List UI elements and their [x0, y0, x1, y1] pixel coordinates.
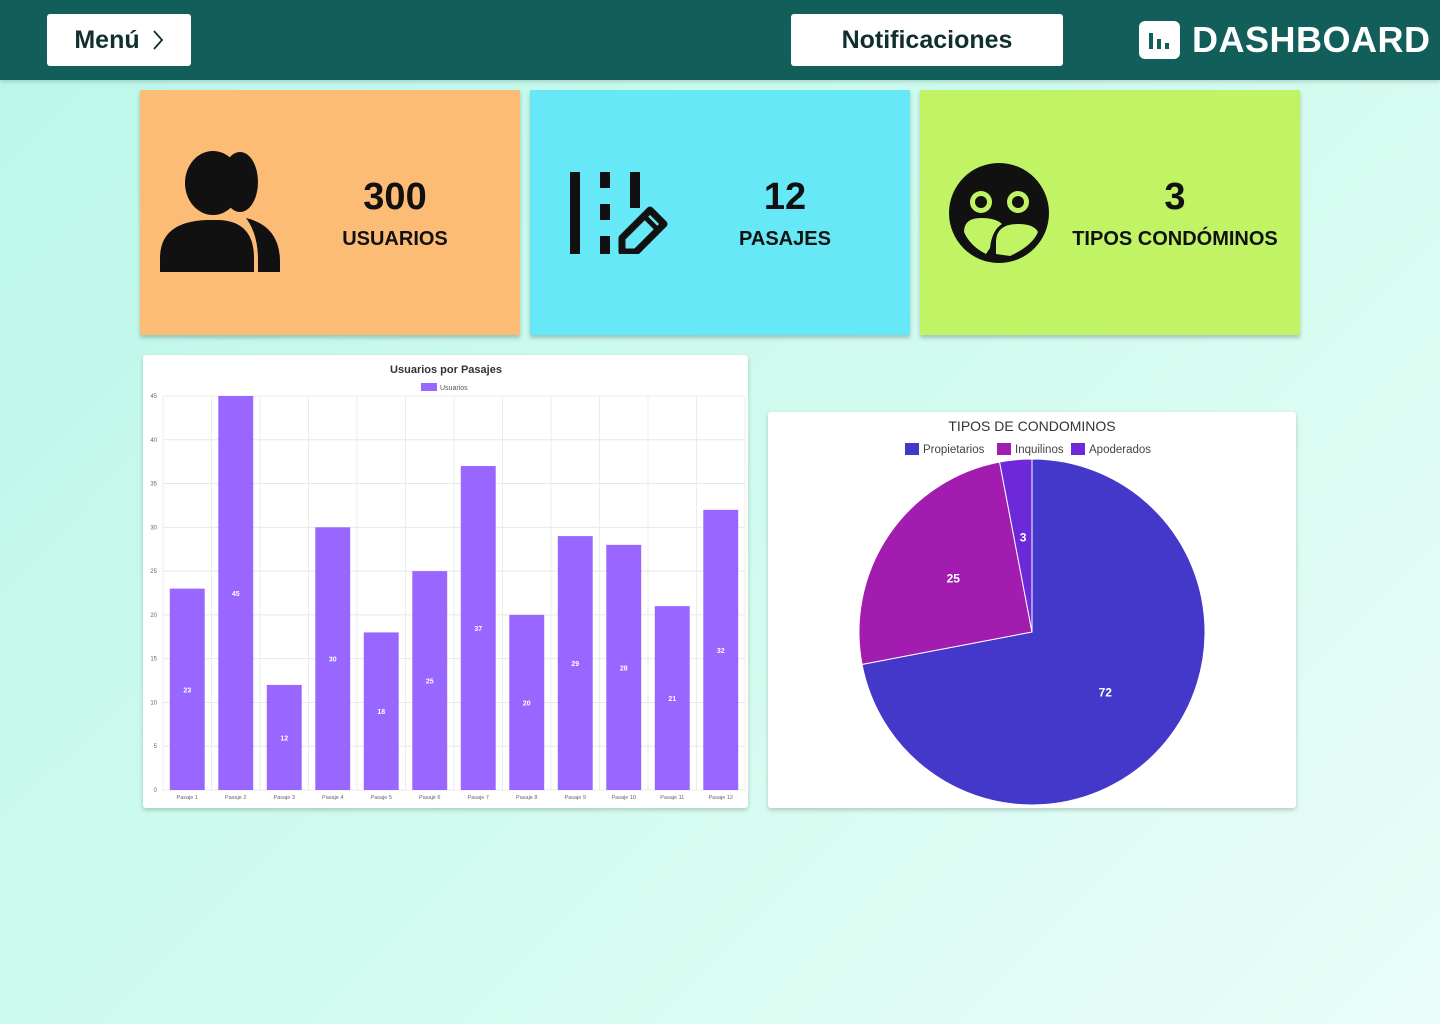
bar-x-tick-label: Pasaje 5 [371, 795, 392, 801]
pasajes-stat-card[interactable]: 12 PASAJES [530, 90, 910, 335]
brand-title: DASHBOARD [1192, 19, 1431, 60]
lane-edit-icon [568, 172, 668, 259]
pie-data-label: 72 [1099, 686, 1113, 700]
bar-x-tick-label: Pasaje 4 [322, 795, 343, 801]
bar-y-tick-label: 35 [150, 482, 157, 488]
bar-data-label: 20 [523, 700, 531, 707]
bar-x-tick-label: Pasaje 11 [660, 795, 684, 801]
tipos-count: 3 [1164, 176, 1186, 218]
bar-data-label: 12 [280, 735, 288, 742]
bar-x-tick-label: Pasaje 6 [419, 795, 440, 801]
brand: DASHBOARD [1139, 19, 1431, 60]
bar-y-tick-label: 45 [150, 394, 157, 400]
pie-chart-title: TIPOS DE CONDOMINOS [948, 418, 1115, 434]
users-group-icon [160, 150, 282, 279]
bar-x-tick-label: Pasaje 8 [516, 795, 537, 801]
bar-data-label: 18 [377, 709, 385, 716]
bar[interactable] [557, 536, 593, 790]
bar-x-tick-label: Pasaje 12 [709, 795, 733, 801]
pie-chart: TIPOS DE CONDOMINOS Propietarios Inquilin… [858, 418, 1206, 806]
users-stat-card[interactable]: 300 USUARIOS [140, 90, 520, 335]
bar-data-label: 29 [571, 661, 579, 668]
bar-x-tick-label: Pasaje 10 [612, 795, 636, 801]
bar-data-label: 45 [232, 591, 240, 598]
bar-y-tick-label: 15 [150, 657, 157, 663]
notifications-button[interactable]: Notificaciones [791, 14, 1063, 66]
bar[interactable] [218, 396, 254, 790]
bar-y-tick-label: 5 [154, 744, 158, 750]
pasajes-count: 12 [763, 176, 807, 218]
bar[interactable] [169, 588, 205, 790]
pie-chart-slices: 72 25 3 [858, 458, 1206, 806]
bar-y-tick-label: 20 [150, 613, 157, 619]
bar-y-tick-label: 25 [150, 569, 157, 575]
bar[interactable] [412, 571, 448, 790]
bar-data-label: 28 [620, 665, 628, 672]
bar-x-tick-label: Pasaje 7 [468, 795, 489, 801]
bar[interactable] [266, 684, 302, 790]
bar-x-tick-label: Pasaje 2 [225, 795, 246, 801]
bar-x-tick-label: Pasaje 1 [177, 795, 198, 801]
menu-button-label: Menú [74, 25, 140, 54]
bar-y-tick-label: 0 [154, 788, 158, 794]
bar-data-label: 21 [668, 696, 676, 703]
tipos-label: TIPOS CONDÓMINOS [1072, 228, 1278, 250]
bar-data-label: 32 [717, 648, 725, 655]
notifications-button-label: Notificaciones [841, 25, 1013, 54]
bar-y-tick-label: 40 [150, 438, 157, 444]
pie-chart-legend: Propietarios Inquilinos Apoderados [905, 443, 1151, 456]
people-circle-icon [948, 162, 1050, 269]
bar-x-tick-label: Pasaje 9 [565, 795, 586, 801]
pie-slice[interactable] [998, 458, 1033, 633]
menu-button[interactable]: Menú [47, 14, 191, 66]
top-bar: Menú Notificaciones DASHBOARD [0, 0, 1440, 80]
pie-legend-swatch [905, 443, 919, 455]
pie-legend-label: Propietarios [923, 444, 985, 456]
pie-legend-label: Apoderados [1089, 444, 1151, 456]
chevron-right-icon [152, 29, 164, 51]
bar-chart: Usuarios por Pasajes Usuarios 0 5 10 15 20 25… [150, 364, 746, 801]
bar-legend-label: Usuarios [440, 385, 468, 392]
bar-y-tick-label: 10 [150, 700, 157, 706]
bar-data-label: 25 [426, 679, 434, 686]
bar-chart-title: Usuarios por Pasajes [390, 364, 502, 376]
pie-legend-label: Inquilinos [1015, 444, 1064, 456]
pie-chart-panel: TIPOS DE CONDOMINOS Propietarios Inquilin… [768, 412, 1296, 808]
bar[interactable] [363, 632, 399, 790]
users-label: USUARIOS [342, 228, 448, 250]
bar-legend-swatch [421, 383, 437, 391]
bar-y-tick-label: 30 [150, 525, 157, 531]
bar-data-label: 37 [474, 626, 482, 633]
pie-legend-swatch [997, 443, 1011, 455]
users-count: 300 [363, 176, 427, 218]
bar-chart-icon [1139, 21, 1180, 59]
bar[interactable] [654, 606, 690, 790]
bar-data-label: 30 [329, 657, 337, 664]
pasajes-label: PASAJES [739, 228, 831, 250]
bar-data-label: 23 [183, 687, 191, 694]
bar[interactable] [509, 614, 545, 790]
bar[interactable] [703, 509, 739, 790]
bar[interactable] [460, 466, 496, 790]
bar-chart-panel: Usuarios por Pasajes Usuarios 0 5 10 15 20 25… [143, 355, 748, 808]
pie-slice[interactable] [858, 461, 1033, 666]
bar-x-tick-label: Pasaje 3 [274, 795, 295, 801]
pie-slice[interactable] [861, 458, 1206, 806]
bar-chart-bars: 23 Pasaje 1 45 Pasaje 2 12 Pasaje 3 30 Pasaje 4… [169, 396, 739, 801]
pie-data-label: 3 [1020, 530, 1027, 544]
pie-data-label: 25 [947, 572, 961, 586]
bar-chart-grid: 0 5 10 15 20 25 30 35 40 45 [150, 394, 746, 794]
bar[interactable] [315, 527, 351, 790]
tipos-stat-card[interactable]: 3 TIPOS CONDÓMINOS [920, 90, 1300, 335]
bar[interactable] [606, 544, 642, 790]
pie-legend-swatch [1071, 443, 1085, 455]
